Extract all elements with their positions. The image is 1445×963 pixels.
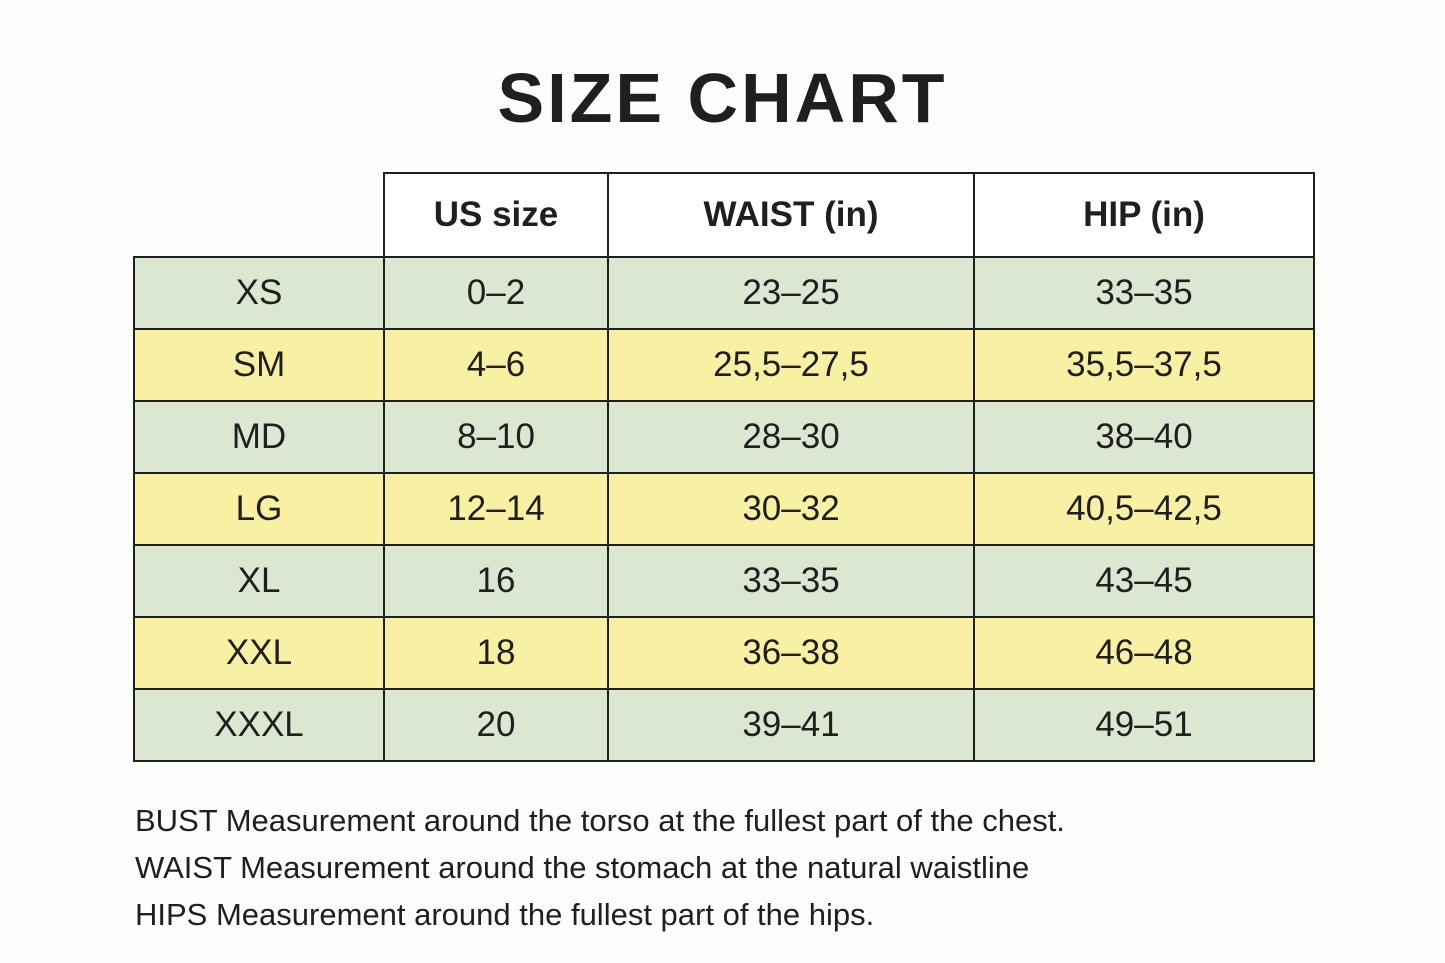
note-bust: BUST Measurement around the torso at the… bbox=[135, 803, 1065, 838]
header-hip: HIP (in) bbox=[973, 172, 1315, 258]
hip-cell: 38–40 bbox=[973, 400, 1315, 474]
table-row: MD 8–10 28–30 38–40 bbox=[133, 400, 1315, 474]
note-waist: WAIST Measurement around the stomach at … bbox=[135, 850, 1030, 885]
hip-cell: 35,5–37,5 bbox=[973, 328, 1315, 402]
measurement-notes: BUST Measurement around the torso at the… bbox=[135, 797, 1065, 938]
hip-cell: 46–48 bbox=[973, 616, 1315, 690]
waist-cell: 36–38 bbox=[607, 616, 975, 690]
table-row: XL 16 33–35 43–45 bbox=[133, 544, 1315, 618]
us-size-cell: 12–14 bbox=[383, 472, 609, 546]
table-row: XXL 18 36–38 46–48 bbox=[133, 616, 1315, 690]
header-us-size: US size bbox=[383, 172, 609, 258]
waist-cell: 39–41 bbox=[607, 688, 975, 762]
waist-cell: 30–32 bbox=[607, 472, 975, 546]
header-waist: WAIST (in) bbox=[607, 172, 975, 258]
table-row: XS 0–2 23–25 33–35 bbox=[133, 256, 1315, 330]
us-size-cell: 20 bbox=[383, 688, 609, 762]
waist-cell: 28–30 bbox=[607, 400, 975, 474]
table-row: SM 4–6 25,5–27,5 35,5–37,5 bbox=[133, 328, 1315, 402]
size-cell: XS bbox=[133, 256, 385, 330]
size-cell: LG bbox=[133, 472, 385, 546]
table-row: LG 12–14 30–32 40,5–42,5 bbox=[133, 472, 1315, 546]
hip-cell: 40,5–42,5 bbox=[973, 472, 1315, 546]
header-row: US size WAIST (in) HIP (in) bbox=[134, 172, 1315, 258]
us-size-cell: 4–6 bbox=[383, 328, 609, 402]
us-size-cell: 18 bbox=[383, 616, 609, 690]
us-size-cell: 0–2 bbox=[383, 256, 609, 330]
note-hips: HIPS Measurement around the fullest part… bbox=[135, 897, 875, 932]
hip-cell: 49–51 bbox=[973, 688, 1315, 762]
us-size-cell: 16 bbox=[383, 544, 609, 618]
size-chart-table: US size WAIST (in) HIP (in) XS 0–2 23–25 33… bbox=[133, 172, 1315, 762]
us-size-cell: 8–10 bbox=[383, 400, 609, 474]
size-cell: SM bbox=[133, 328, 385, 402]
waist-cell: 23–25 bbox=[607, 256, 975, 330]
waist-cell: 33–35 bbox=[607, 544, 975, 618]
table-row: XXXL 20 39–41 49–51 bbox=[133, 688, 1315, 762]
hip-cell: 43–45 bbox=[973, 544, 1315, 618]
header-spacer-cell bbox=[134, 173, 384, 257]
size-cell: XL bbox=[133, 544, 385, 618]
page-title: SIZE CHART bbox=[497, 59, 948, 137]
size-cell: XXL bbox=[133, 616, 385, 690]
hip-cell: 33–35 bbox=[973, 256, 1315, 330]
waist-cell: 25,5–27,5 bbox=[607, 328, 975, 402]
size-cell: XXXL bbox=[133, 688, 385, 762]
size-cell: MD bbox=[133, 400, 385, 474]
